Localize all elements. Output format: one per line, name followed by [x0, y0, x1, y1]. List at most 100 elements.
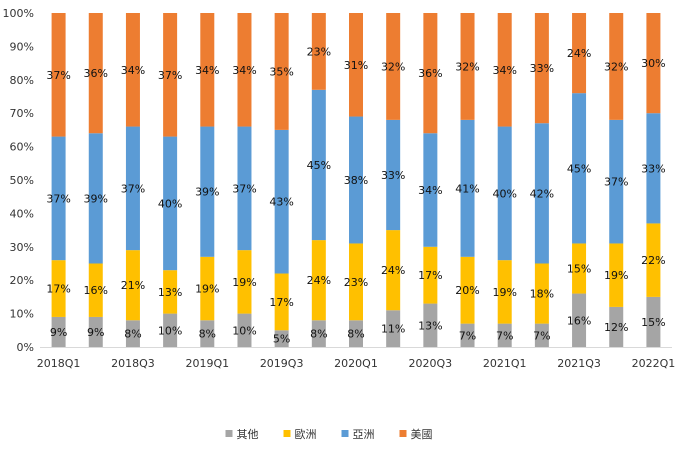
data-label: 36%: [418, 67, 442, 80]
data-label: 37%: [46, 192, 70, 205]
data-label: 22%: [641, 254, 665, 267]
bar-segment: [349, 243, 363, 321]
data-label: 31%: [344, 59, 368, 72]
bar-segment: [311, 89, 326, 241]
data-label: 16%: [567, 314, 591, 327]
x-axis: 2018Q1 2018Q3 2019Q1 2019Q3 2020Q1 2020Q3 2021…: [37, 357, 675, 370]
data-label: 30%: [641, 57, 665, 70]
bar-segment: [274, 13, 289, 130]
bar-segment: [460, 323, 475, 347]
x-tick-label: 2021Q1: [483, 357, 527, 370]
data-label: 45%: [307, 159, 331, 172]
bar-segment: [163, 270, 178, 314]
x-tick-label: 2018Q3: [111, 357, 155, 370]
data-label: 43%: [269, 196, 293, 209]
data-labels: 9% 17% 37% 37% 9% 16% 39% 36% 8% 21% 37% 34% 10% 13% 4…: [46, 45, 665, 345]
data-label: 21%: [121, 279, 145, 292]
legend: 其他 歐洲 亞洲 美國: [225, 427, 433, 441]
data-label: 13%: [158, 286, 182, 299]
bar-segment: [497, 126, 512, 261]
data-label: 34%: [232, 64, 256, 77]
bar-segment: [646, 296, 661, 347]
bar-segment: [497, 13, 512, 127]
bar-segment: [88, 263, 103, 317]
bar-segment: [163, 136, 178, 271]
legend-swatch: [225, 430, 233, 437]
data-label: 23%: [307, 45, 331, 58]
bar-segment: [460, 256, 475, 324]
data-label: 5%: [273, 333, 290, 346]
data-label: 19%: [195, 283, 219, 296]
y-tick-label: 10%: [10, 308, 34, 321]
bar-segment: [646, 13, 661, 114]
data-label: 17%: [269, 296, 293, 309]
data-label: 39%: [195, 186, 219, 199]
bar-segment: [125, 126, 140, 251]
x-tick-label: 2020Q1: [334, 357, 378, 370]
data-label: 7%: [496, 329, 513, 342]
data-label: 19%: [232, 276, 256, 289]
data-label: 37%: [46, 69, 70, 82]
data-label: 32%: [604, 60, 628, 73]
bar-segment: [125, 320, 140, 347]
data-label: 17%: [46, 283, 70, 296]
x-tick-label: 2020Q3: [409, 357, 453, 370]
bar-segment: [274, 273, 289, 331]
bar-segment: [311, 13, 326, 90]
data-label: 37%: [158, 69, 182, 82]
bar-segment: [88, 316, 103, 347]
bar-segment: [237, 250, 252, 314]
bar-segment: [349, 13, 363, 117]
data-label: 13%: [418, 319, 442, 332]
bar-segment: [386, 310, 401, 347]
data-label: 8%: [310, 328, 327, 341]
data-label: 37%: [121, 182, 145, 195]
bar-segment: [237, 313, 252, 347]
bar-segment: [609, 306, 624, 347]
x-tick-label: 2021Q3: [557, 357, 601, 370]
data-label: 19%: [492, 286, 516, 299]
bar-segment: [609, 243, 624, 307]
y-axis: 0% 10% 20% 30% 40% 50% 60% 70% 80% 90% 100%: [3, 7, 672, 354]
data-label: 24%: [567, 47, 591, 60]
bar-segment: [51, 316, 66, 347]
bar-segment: [163, 13, 178, 137]
data-label: 18%: [530, 288, 554, 301]
bar-segment: [274, 129, 289, 274]
bar-segment: [311, 320, 326, 347]
data-label: 45%: [567, 162, 591, 175]
x-tick-label: 2022Q1: [632, 357, 676, 370]
data-label: 15%: [567, 263, 591, 276]
x-tick-label: 2019Q1: [185, 357, 229, 370]
data-label: 32%: [381, 60, 405, 73]
data-label: 24%: [381, 264, 405, 277]
bar-segment: [200, 320, 215, 347]
y-tick-label: 30%: [10, 241, 34, 254]
data-label: 38%: [344, 174, 368, 187]
bar-segment: [274, 330, 289, 347]
bar-segment: [609, 119, 624, 244]
legend-swatch: [341, 430, 349, 437]
data-label: 9%: [50, 326, 67, 339]
x-tick-label: 2018Q1: [37, 357, 81, 370]
bar-segment: [237, 13, 252, 127]
bar-segment: [497, 260, 512, 324]
y-tick-label: 60%: [10, 141, 34, 154]
bar-segment: [386, 119, 401, 231]
data-label: 37%: [232, 182, 256, 195]
bar-segment: [423, 246, 438, 304]
y-tick-label: 20%: [10, 274, 34, 287]
bar-segment: [51, 260, 66, 317]
legend-label: 歐洲: [295, 427, 317, 441]
y-tick-label: 40%: [10, 207, 34, 220]
data-label: 41%: [455, 182, 479, 195]
legend-swatch: [283, 430, 291, 437]
legend-label: 美國: [411, 428, 433, 441]
data-label: 34%: [418, 184, 442, 197]
data-label: 9%: [87, 326, 104, 339]
bar-segment: [423, 303, 438, 347]
data-label: 40%: [158, 197, 182, 210]
bar-segment: [386, 13, 401, 120]
